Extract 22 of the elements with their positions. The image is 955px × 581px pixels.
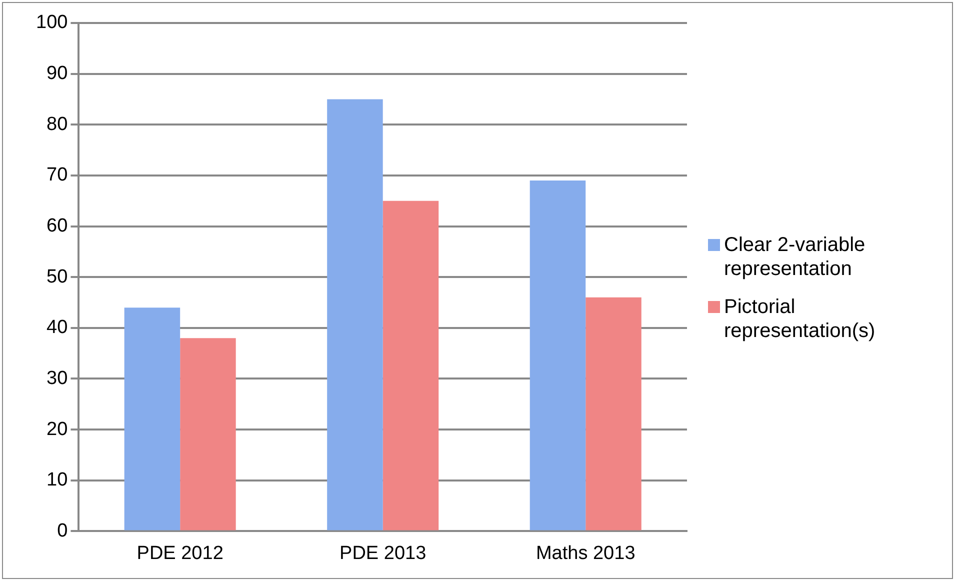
bar xyxy=(382,200,439,530)
y-tick-label: 20 xyxy=(46,418,68,440)
bar xyxy=(586,297,642,530)
bar xyxy=(327,99,383,530)
y-tick-label: 40 xyxy=(46,317,68,338)
y-tick-label: 90 xyxy=(46,63,68,84)
x-tick-label: Maths 2013 xyxy=(536,542,636,564)
bar xyxy=(124,308,180,530)
y-tick-label: 30 xyxy=(46,368,68,389)
y-tick-label: 60 xyxy=(46,216,68,237)
legend-label: Clear 2-variable representation xyxy=(724,233,866,281)
y-tick-label: 0 xyxy=(57,520,68,542)
legend-label: Pictorial representation(s) xyxy=(724,295,876,343)
bar xyxy=(530,180,586,530)
y-tick-label: 10 xyxy=(46,470,68,491)
y-tick-label: 80 xyxy=(46,114,68,135)
x-tick-label: PDE 2013 xyxy=(340,542,426,564)
bar xyxy=(180,338,236,530)
x-tick-label: PDE 2012 xyxy=(136,542,224,564)
y-tick-label: 70 xyxy=(46,164,68,186)
y-tick-label: 100 xyxy=(36,12,68,34)
y-tick-label: 50 xyxy=(46,266,68,288)
